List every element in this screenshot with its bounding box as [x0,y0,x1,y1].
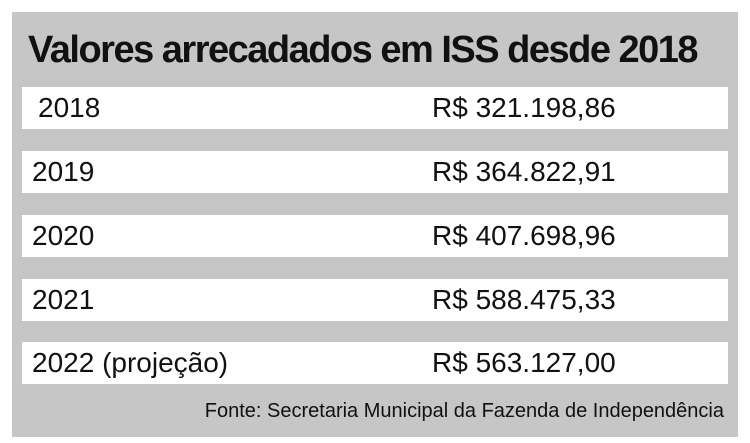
table-row: 2022 (projeção) R$ 563.127,00 [22,342,728,384]
source-note: Fonte: Secretaria Municipal da Fazenda d… [204,400,724,422]
row-value: R$ 563.127,00 [432,347,616,378]
row-value: R$ 321.198,86 [432,92,616,123]
table-row: 2020 R$ 407.698,96 [22,215,728,257]
iss-table-panel: Valores arrecadados em ISS desde 2018 20… [12,12,738,437]
row-year: 2020 [32,220,95,251]
row-year: 2022 (projeção) [32,347,229,378]
row-year: 2021 [32,284,95,315]
table-row: 2018 R$ 321.198,86 [22,87,728,129]
table-row: 2019 R$ 364.822,91 [22,151,728,193]
row-value: R$ 407.698,96 [432,220,616,251]
row-value: R$ 588.475,33 [432,284,616,315]
table-row: 2021 R$ 588.475,33 [22,279,728,321]
row-year: 2019 [32,156,95,187]
row-year: 2018 [38,92,101,123]
table-title: Valores arrecadados em ISS desde 2018 [28,29,699,71]
row-value: R$ 364.822,91 [432,156,616,187]
